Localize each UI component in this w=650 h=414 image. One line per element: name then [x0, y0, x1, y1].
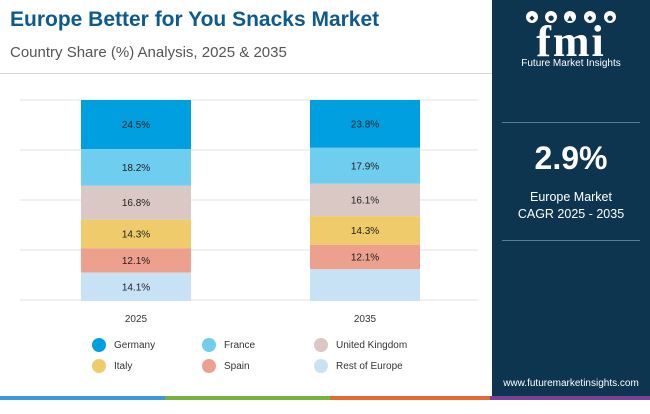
svg-text:◆: ◆ [587, 14, 593, 22]
data-label: 12.1% [351, 253, 379, 264]
bottom-bar-segment [165, 396, 330, 400]
bottom-color-bar [0, 396, 650, 400]
svg-text:●: ● [548, 14, 554, 22]
bar-segment-united-kingdom-2035 [310, 183, 420, 217]
x-tick-label: 2025 [125, 314, 148, 325]
logo-wordmark: fmi [536, 17, 606, 66]
bottom-bar-segment [0, 396, 165, 400]
svg-text:●: ● [607, 14, 613, 22]
legend-item-rest-of-europe: Rest of Europe [314, 359, 403, 373]
bar-segment-germany-2025 [81, 100, 191, 150]
x-tick-label: 2035 [354, 314, 377, 325]
bar-segment-italy-2025 [81, 219, 191, 249]
legend-label: France [224, 339, 256, 351]
legend-item-italy: Italy [92, 359, 132, 373]
data-label: 14.3% [351, 226, 379, 237]
legend-item-germany: Germany [92, 338, 155, 352]
legend-swatch [92, 359, 106, 373]
header-divider [0, 73, 492, 74]
legend-swatch [314, 359, 328, 373]
data-label: 14.1% [122, 282, 150, 293]
legend-swatch [314, 338, 328, 352]
svg-text:▲: ▲ [567, 14, 573, 22]
legend-label: Italy [114, 360, 133, 372]
bottom-bar-segment [490, 396, 650, 400]
data-label: 12.1% [122, 256, 150, 267]
data-label: 16.8% [122, 198, 150, 209]
stacked-bar-chart: 24.5% 18.2% 16.8% 14.3% 12.1% 14.1% 2025 23.8% 1… [20, 99, 478, 325]
bar-segment-spain-2025 [81, 248, 191, 273]
legend-swatch [92, 338, 106, 352]
bar-segment-france-2035 [310, 147, 420, 184]
data-label: 16.1% [351, 195, 379, 206]
website-link[interactable]: www.futuremarketinsights.com [503, 378, 639, 389]
data-label: 24.5% [122, 120, 150, 131]
bar-segment-rest-of-europe-2035 [310, 269, 420, 301]
bar-segment-italy-2035 [310, 216, 420, 245]
data-label: 23.8% [351, 119, 379, 130]
svg-text:◆: ◆ [529, 14, 535, 22]
legend-label: Rest of Europe [336, 360, 403, 372]
legend-label: United Kingdom [336, 339, 408, 351]
cagr-label-period: CAGR 2025 - 2035 [517, 207, 625, 221]
legend-item-spain: Spain [202, 359, 250, 373]
bottom-bar-segment [330, 396, 490, 400]
legend-label: Germany [114, 339, 156, 351]
chart-title: Europe Better for You Snacks Market [10, 8, 380, 31]
legend-swatch [202, 338, 216, 352]
data-label: 17.9% [351, 161, 379, 172]
panel-divider-bottom [502, 240, 640, 241]
bar-segment-rest-of-europe-2025 [81, 272, 191, 301]
bar-segment-spain-2035 [310, 244, 420, 270]
legend-item-france: France [202, 338, 255, 352]
bar-segment-united-kingdom-2025 [81, 185, 191, 220]
fmi-logo: ◆ ● ▲ ◆ ● fmi [526, 11, 616, 66]
chart-subtitle: Country Share (%) Analysis, 2025 & 2035 [10, 44, 287, 61]
legend-swatch [202, 359, 216, 373]
legend-label: Spain [224, 360, 250, 372]
data-label: 18.2% [122, 163, 150, 174]
panel-divider-top [502, 122, 640, 123]
bar-segment-germany-2035 [310, 100, 420, 148]
bar-segment-france-2025 [81, 149, 191, 186]
data-label: 14.3% [122, 229, 150, 240]
brand-panel: ◆ ● ▲ ◆ ● fmi Future Market Insights 2.9… [492, 0, 650, 400]
cagr-value: 2.9% [534, 140, 608, 176]
logo-caption: Future Market Insights [521, 58, 621, 69]
cagr-label-region: Europe Market [530, 190, 612, 204]
legend-item-united-kingdom: United Kingdom [314, 338, 407, 352]
